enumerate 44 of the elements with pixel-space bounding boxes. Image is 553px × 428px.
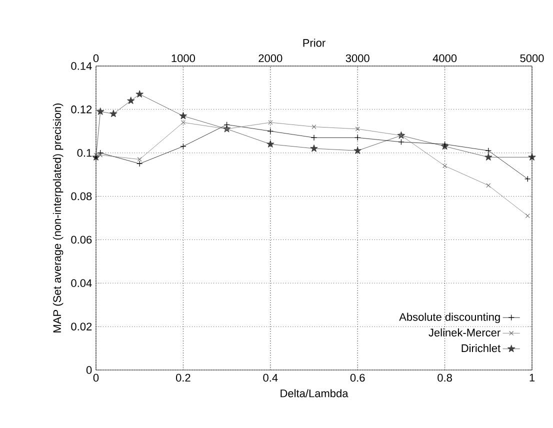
x-axis-title: Delta/Lambda <box>280 389 348 398</box>
y-axis-title: MAP (Set average (non-interpolated) precision) <box>52 103 64 332</box>
legend-label: Jelinek-Mercer <box>428 328 500 336</box>
point <box>312 124 316 130</box>
x-tick-label: 1 <box>530 374 535 382</box>
y-tick-label: 0.08 <box>71 192 92 200</box>
x2-tick-label: 0 <box>93 54 99 62</box>
point <box>268 120 273 125</box>
x2-tick-label: 1000 <box>172 54 195 62</box>
y-tick-label: 0.02 <box>71 322 92 330</box>
x-tick-label: 0.6 <box>350 374 365 382</box>
point <box>442 164 448 168</box>
point <box>137 157 142 162</box>
point <box>180 143 186 150</box>
point <box>485 148 492 154</box>
point <box>486 183 491 188</box>
point <box>267 128 274 134</box>
legend-label: Absolute discounting <box>399 312 500 324</box>
y-tick-label: 0.04 <box>71 279 92 288</box>
x2-tick-label: 2000 <box>258 54 282 62</box>
y-tick-label: 0.06 <box>71 236 92 244</box>
x2-axis-title: Prior <box>303 38 326 47</box>
x-tick-label: 0.2 <box>176 374 190 382</box>
point <box>354 134 361 141</box>
y-tick-label: 0.1 <box>77 148 92 157</box>
point <box>224 122 230 128</box>
x-tick-label: 0.8 <box>438 374 452 382</box>
point <box>180 120 186 125</box>
x2-tick-label: 5000 <box>520 54 544 62</box>
point <box>310 134 318 141</box>
y-tick-label: 0 <box>86 366 92 374</box>
point <box>136 160 143 167</box>
y-tick-label: 0.12 <box>71 106 92 114</box>
point <box>398 138 404 146</box>
point <box>525 214 530 218</box>
legend-label: Dirichlet <box>462 344 501 352</box>
x-tick-label: 0.4 <box>263 374 278 382</box>
x2-tick-label: 3000 <box>346 54 370 62</box>
point <box>524 176 531 182</box>
point <box>355 126 360 132</box>
x2-tick-label: 4000 <box>432 54 457 62</box>
x-tick-label: 0 <box>93 374 99 382</box>
point <box>442 141 448 148</box>
y-tick-label: 0.14 <box>71 62 92 70</box>
